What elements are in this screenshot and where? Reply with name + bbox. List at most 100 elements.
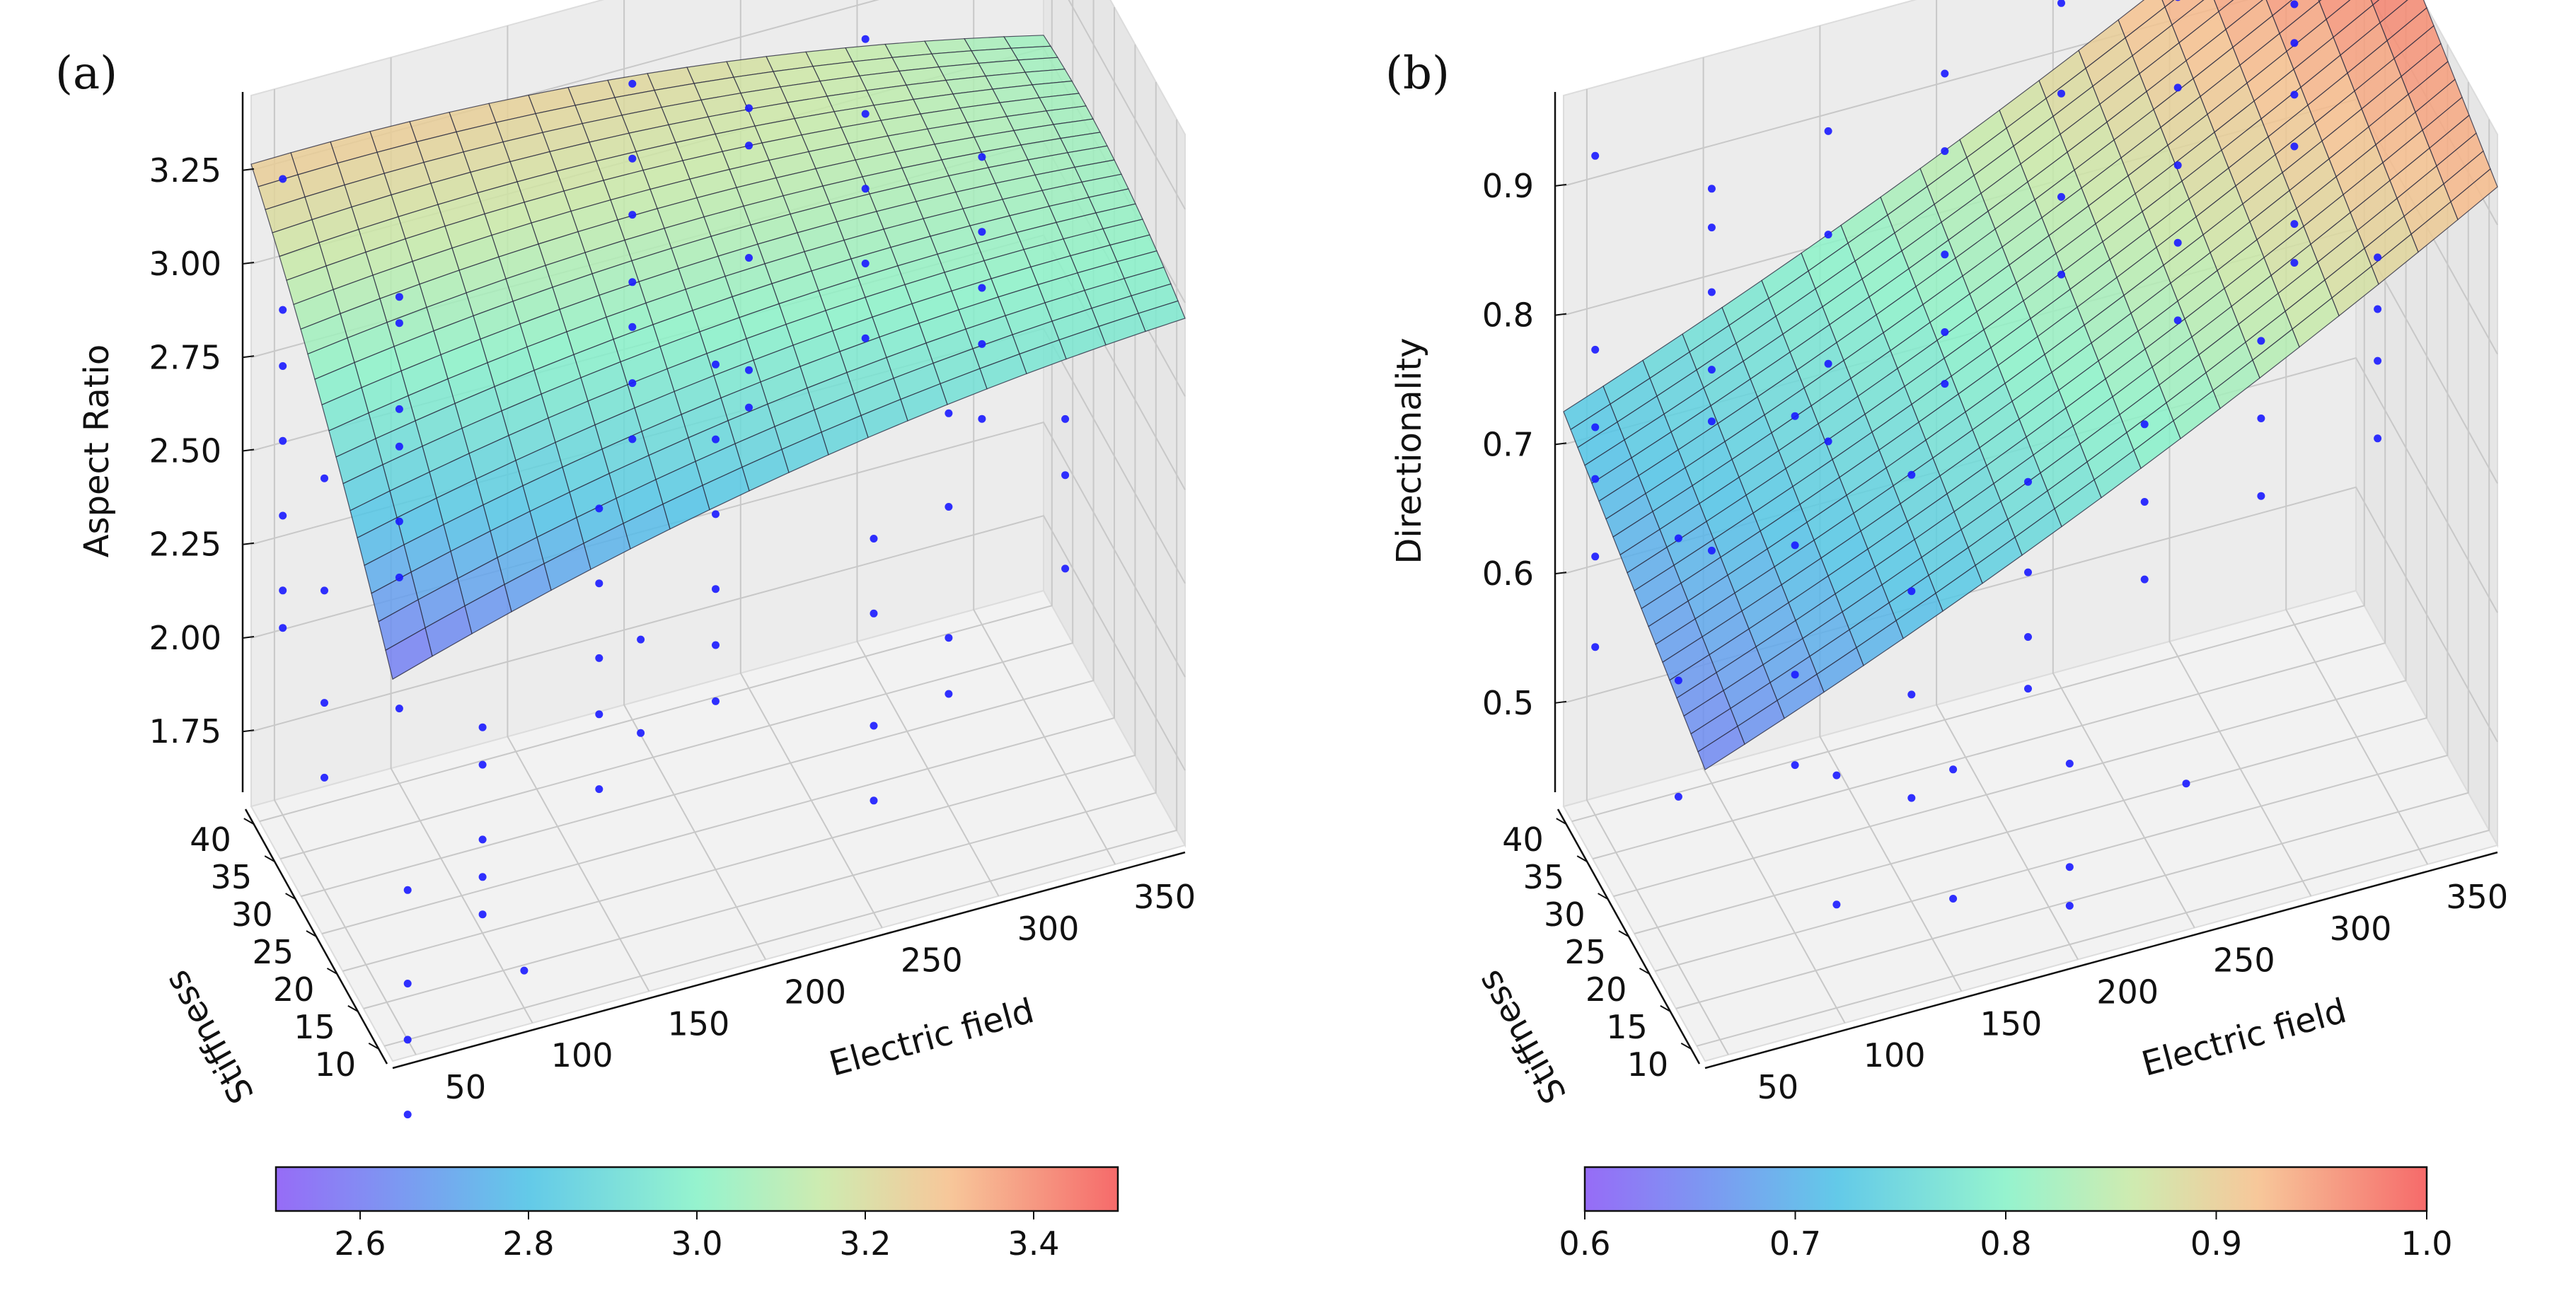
data-point — [2140, 498, 2149, 506]
y-tick-mark — [1660, 1005, 1671, 1012]
data-point — [2173, 316, 2182, 325]
colorbar-tick-label: 1.0 — [2401, 1224, 2452, 1263]
data-point — [1061, 471, 1070, 480]
data-point — [978, 340, 986, 348]
y-tick-mark — [1598, 893, 1609, 900]
x-tick-label: 350 — [2446, 878, 2508, 916]
y-grid-line — [1696, 119, 2490, 1047]
z-tick-label: 0.8 — [1482, 296, 1534, 335]
y-tick-label: 20 — [273, 970, 315, 1009]
x-tick-mark — [1844, 1026, 1855, 1031]
data-point — [628, 379, 637, 388]
y-tick-label: 10 — [315, 1045, 357, 1084]
surface-facet — [2161, 0, 2175, 8]
z-tick-label: 2.50 — [149, 432, 221, 470]
data-point — [978, 228, 986, 236]
z-tick-label: 0.6 — [1482, 555, 1534, 593]
data-point — [2290, 259, 2299, 267]
y-tick-mark — [347, 1005, 359, 1012]
x-tick-label: 300 — [2330, 910, 2392, 948]
data-point — [2173, 238, 2182, 247]
data-point — [403, 1111, 412, 1119]
y-tick-label: 40 — [1502, 821, 1544, 859]
data-point — [478, 873, 487, 881]
x-tick-mark — [415, 1058, 427, 1062]
colorbar-tick-label: 0.7 — [1769, 1224, 1821, 1263]
data-point — [1061, 415, 1070, 423]
data-point — [1707, 546, 1716, 555]
data-point — [945, 690, 953, 698]
data-point — [1907, 587, 1916, 596]
data-point — [403, 980, 412, 987]
z-tick-label: 0.9 — [1482, 167, 1534, 205]
data-point — [2057, 192, 2065, 201]
data-point — [320, 586, 328, 595]
data-point — [2024, 568, 2032, 576]
x-tick-mark — [2427, 867, 2438, 872]
z-axis-label: Directionality — [1390, 337, 1429, 564]
y-axis-label: Stiffness — [1469, 963, 1575, 1110]
data-point — [861, 35, 870, 43]
data-point — [2140, 420, 2149, 429]
x-tick-label: 350 — [1133, 878, 1196, 916]
x-tick-mark — [998, 899, 1009, 904]
y-tick-label: 30 — [231, 895, 273, 934]
data-point — [745, 141, 753, 150]
z-tick-mark — [1554, 442, 1567, 446]
panel-label: (a) — [55, 47, 117, 100]
data-point — [595, 785, 603, 794]
y-tick-label: 35 — [211, 858, 253, 896]
colorbar-gradient — [1583, 1166, 2428, 1212]
data-point — [628, 154, 637, 163]
data-point — [279, 511, 287, 520]
data-point — [2173, 161, 2182, 170]
data-point — [712, 697, 720, 705]
x-grid-line — [273, 89, 417, 1055]
data-point — [861, 334, 870, 342]
z-tick-mark — [242, 168, 255, 171]
data-point — [712, 435, 720, 444]
y-tick-label: 10 — [1627, 1045, 1669, 1084]
y-tick-label: 25 — [1564, 933, 1606, 971]
data-point — [595, 579, 603, 588]
x-axis-label: Electric field — [825, 991, 1038, 1084]
data-point — [2257, 492, 2265, 500]
surface-mesh — [1563, 0, 2498, 770]
data-point — [712, 585, 720, 593]
data-point — [2140, 575, 2149, 584]
y-tick-mark — [306, 930, 317, 937]
x-tick-mark — [765, 963, 776, 968]
data-point — [279, 586, 287, 595]
z-tick-label: 0.5 — [1482, 684, 1534, 722]
data-point — [1907, 470, 1916, 479]
data-point — [1832, 900, 1841, 909]
data-point — [279, 436, 287, 445]
y-tick-label: 40 — [190, 821, 231, 859]
data-point — [1824, 127, 1832, 135]
data-point — [2290, 39, 2299, 47]
colorbar-gradient — [275, 1166, 1119, 1212]
y-tick-label: 15 — [294, 1008, 335, 1046]
data-point — [395, 405, 403, 413]
data-point — [2175, 0, 2181, 1]
data-point — [870, 535, 878, 543]
data-point — [395, 442, 403, 451]
data-point — [945, 409, 953, 417]
y-tick-mark — [1576, 855, 1588, 862]
y-tick-label: 30 — [1544, 895, 1586, 934]
y-tick-label: 20 — [1586, 970, 1627, 1009]
z-tick-mark — [1554, 700, 1567, 704]
data-point — [395, 319, 403, 328]
z-tick-mark — [242, 262, 255, 265]
data-point — [861, 185, 870, 193]
data-point — [1832, 771, 1841, 779]
data-point — [403, 1036, 412, 1044]
data-point — [945, 503, 953, 511]
data-point — [2065, 760, 2074, 767]
data-point — [1941, 328, 1949, 336]
y-axis-label: Stiffness — [157, 963, 262, 1110]
data-point — [478, 760, 487, 769]
data-point — [2374, 357, 2382, 365]
